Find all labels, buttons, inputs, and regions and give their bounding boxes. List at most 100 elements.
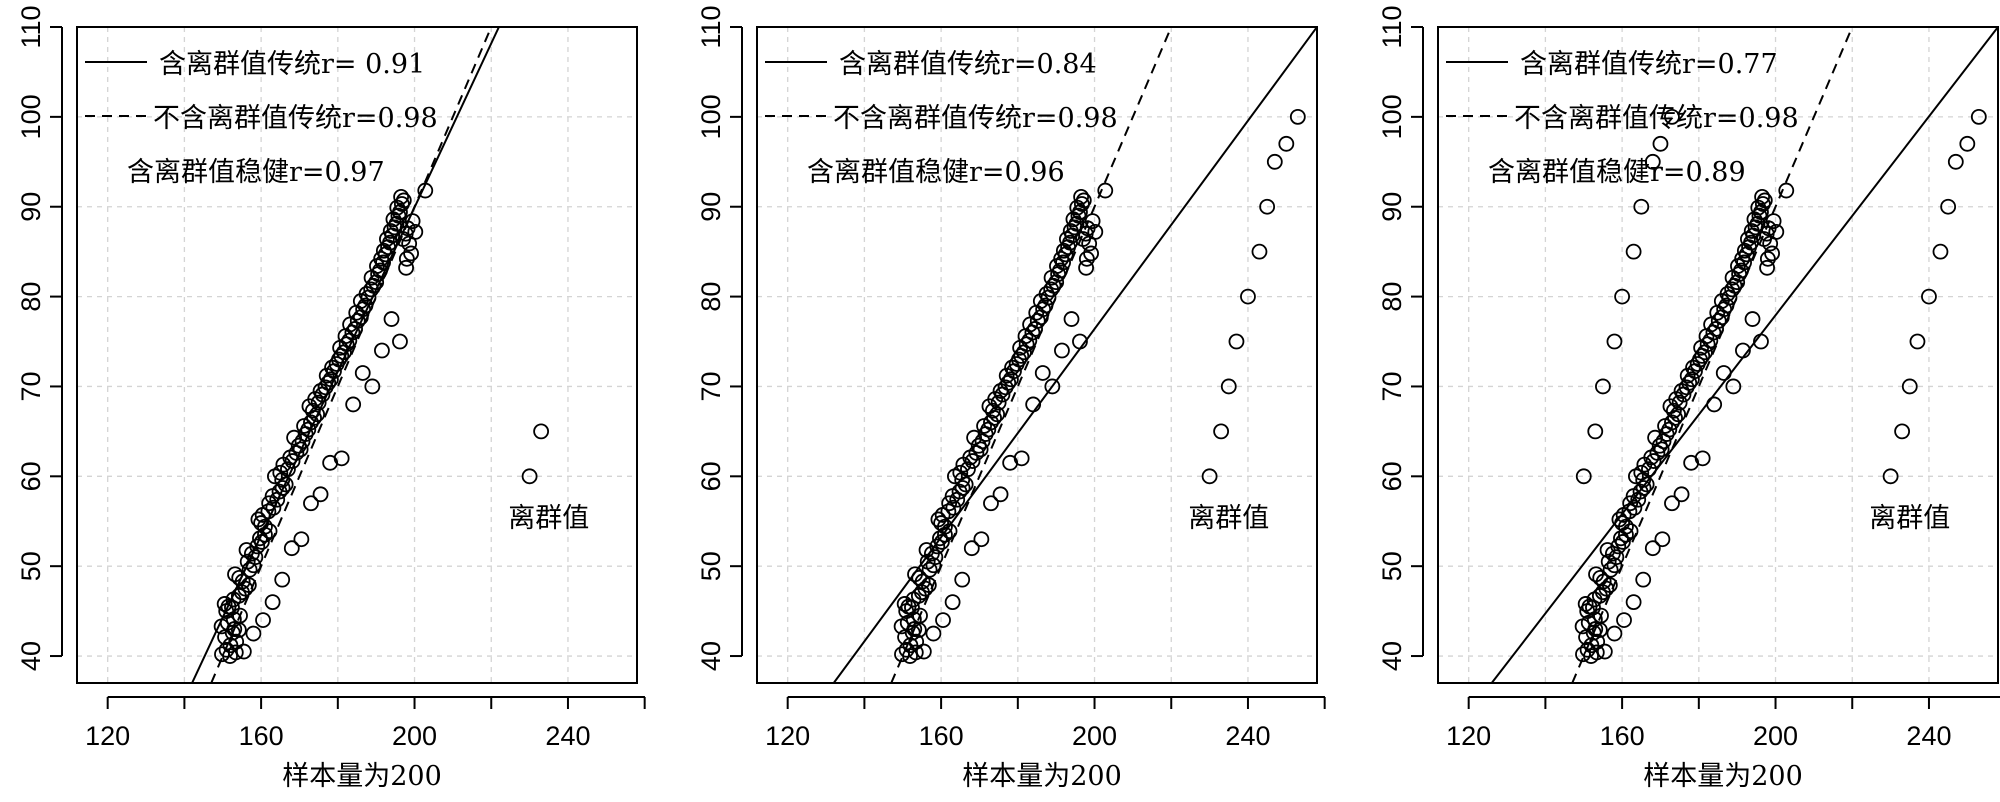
- data-point: [1641, 461, 1657, 478]
- legend-entry-1: 含离群值传统r=0.84: [839, 49, 1097, 80]
- data-point: [1599, 542, 1616, 558]
- data-point: [1729, 274, 1746, 291]
- data-point: [925, 625, 942, 642]
- data-points: [893, 182, 1114, 664]
- data-point: [1587, 621, 1604, 637]
- data-point: [1075, 192, 1092, 209]
- data-point: [290, 437, 307, 454]
- data-point: [966, 429, 982, 446]
- legend-entry-1: 含离群值传统r= 0.91: [159, 49, 425, 80]
- data-point: [984, 402, 1001, 419]
- data-point: [1756, 192, 1773, 209]
- data-point: [1068, 215, 1085, 232]
- x-tick-label: 240: [1225, 721, 1270, 751]
- outlier-point: [1652, 135, 1669, 152]
- data-point: [1596, 643, 1613, 660]
- y-tick-label: 100: [696, 94, 726, 139]
- y-tick-label: 100: [16, 94, 46, 139]
- data-point: [1622, 495, 1639, 512]
- data-point: [1626, 499, 1643, 516]
- data-point: [304, 402, 321, 419]
- x-tick-label: 120: [85, 721, 130, 751]
- y-axis: 40 50 60 70 80 90 100 110: [1377, 5, 1424, 671]
- data-point: [250, 511, 267, 528]
- data-point: [1759, 250, 1776, 267]
- legend-entry-2: 不含离群值传统r=0.98: [833, 103, 1118, 134]
- data-point: [1592, 569, 1609, 586]
- data-point: [1593, 607, 1609, 624]
- x-tick-label: 240: [1906, 721, 1951, 751]
- data-point: [963, 540, 980, 557]
- data-point: [303, 495, 319, 512]
- data-point: [216, 596, 233, 612]
- y-tick-label: 40: [16, 641, 46, 671]
- y-tick-label: 50: [16, 551, 46, 581]
- data-point: [322, 454, 339, 471]
- data-point: [1733, 262, 1749, 279]
- data-point: [395, 192, 412, 209]
- data-point: [1735, 342, 1751, 359]
- legend-entry-3: 含离群值稳健r=0.96: [807, 157, 1065, 188]
- data-point: [293, 531, 310, 548]
- data-point: [249, 538, 266, 555]
- data-point: [1610, 538, 1627, 555]
- legend: 含离群值传统r=0.77 不含离群值传统r=0.98 含离群值稳健r=0.89: [1446, 49, 1799, 188]
- data-point: [1635, 571, 1652, 588]
- data-point: [280, 461, 296, 478]
- data-point: [1684, 371, 1700, 388]
- plot-frame: [756, 26, 1318, 684]
- x-tick-label: 160: [239, 721, 284, 751]
- x-axis: 120 160 200 240 样本量为200: [765, 696, 1326, 792]
- data-point: [911, 569, 928, 586]
- chart-panel-1: 含离群值传统r= 0.91 不含离群值传统r=0.98 含离群值稳健r=0.97 离群…: [16, 5, 646, 792]
- outlier-point: [1625, 243, 1642, 260]
- y-tick-label: 40: [696, 641, 726, 671]
- data-point: [253, 515, 270, 531]
- outlier-point: [1240, 288, 1256, 305]
- outlier-point: [1959, 135, 1976, 152]
- data-point: [231, 569, 248, 586]
- data-point: [364, 378, 381, 395]
- data-point: [383, 311, 400, 327]
- y-tick-label: 80: [1377, 282, 1407, 312]
- data-point: [235, 643, 252, 660]
- y-tick-label: 90: [16, 192, 46, 222]
- data-point: [392, 333, 408, 350]
- legend-entry-2: 不含离群值传统r=0.98: [153, 103, 438, 134]
- x-tick-label: 160: [1600, 721, 1645, 751]
- outlier-point: [1587, 423, 1604, 440]
- data-point: [1589, 633, 1606, 650]
- data-point: [398, 259, 414, 276]
- y-tick-label: 60: [1377, 461, 1407, 491]
- data-point: [954, 480, 971, 496]
- data-point: [1706, 396, 1723, 413]
- data-point: [944, 594, 961, 611]
- data-point: [970, 437, 987, 454]
- outlier-point: [1213, 423, 1230, 440]
- outlier-point: [1595, 378, 1611, 395]
- data-point: [983, 495, 999, 512]
- y-tick-label: 80: [696, 282, 726, 312]
- y-tick-label: 50: [1377, 551, 1407, 581]
- outlier-point: [1606, 333, 1623, 350]
- data-point: [940, 503, 957, 520]
- data-point: [1097, 182, 1114, 199]
- data-point: [1754, 188, 1771, 205]
- y-tick-label: 40: [1377, 641, 1407, 671]
- data-point: [284, 453, 301, 469]
- data-point: [1577, 596, 1594, 612]
- data-point: [1749, 215, 1766, 232]
- data-point: [1664, 495, 1680, 512]
- data-point: [964, 453, 981, 469]
- outlier-point: [1259, 198, 1276, 215]
- data-point: [952, 464, 969, 481]
- outlier-point: [521, 468, 538, 485]
- data-point: [388, 215, 405, 232]
- data-point: [1718, 297, 1735, 314]
- data-point: [1633, 464, 1650, 481]
- data-point: [220, 598, 237, 615]
- data-point: [374, 342, 390, 359]
- data-point: [1744, 311, 1761, 327]
- legend: 含离群值传统r=0.84 不含离群值传统r=0.98 含离群值稳健r=0.96: [765, 49, 1118, 188]
- data-point: [941, 495, 958, 512]
